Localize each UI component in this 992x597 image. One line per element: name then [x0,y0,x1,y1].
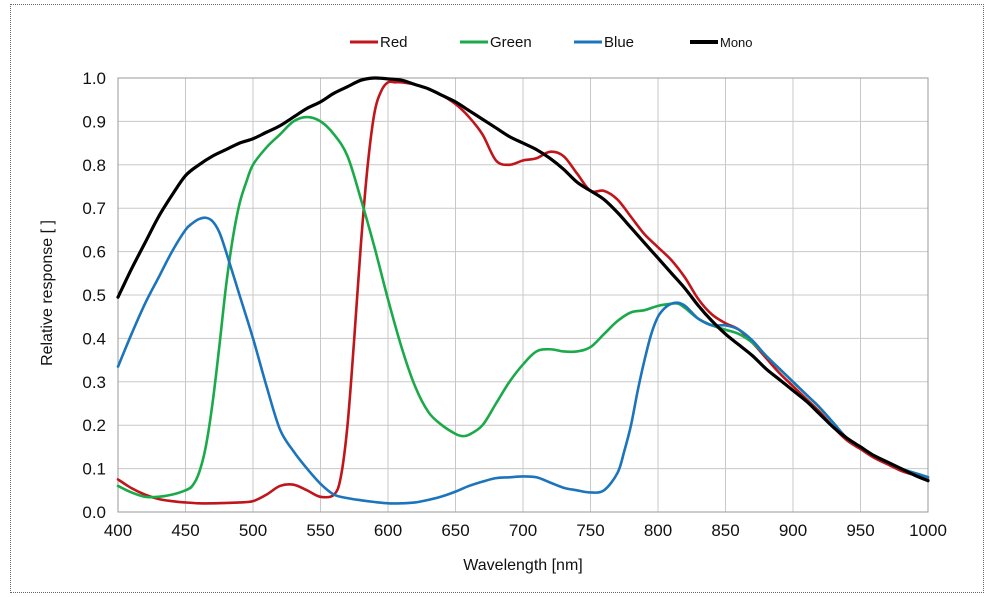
series-lines [116,76,930,505]
x-tick-label-500: 500 [239,521,267,540]
x-tick-label-800: 800 [644,521,672,540]
x-tick-label-900: 900 [779,521,807,540]
y-tick-label-0.0: 0.0 [82,503,106,522]
y-axis-ticks: 0.0 0.1 0.2 0.3 0.4 0.5 0.6 0.7 0.8 0.9 1.0 [82,69,106,522]
y-tick-label-0.9: 0.9 [82,112,106,131]
legend-label-blue: Blue [604,34,634,51]
y-tick-label-0.7: 0.7 [82,199,106,218]
y-tick-label-0.1: 0.1 [82,460,106,479]
x-tick-label-450: 450 [171,521,199,540]
x-tick-label-600: 600 [374,521,402,540]
x-tick-label-400: 400 [104,521,132,540]
legend-label-green: Green [490,34,532,51]
x-tick-label-550: 550 [306,521,334,540]
x-tick-label-750: 750 [576,521,604,540]
y-tick-label-1.0: 1.0 [82,69,106,88]
y-tick-label-0.4: 0.4 [82,329,106,348]
y-tick-label-0.8: 0.8 [82,156,106,175]
series-line-mono [116,76,930,483]
x-tick-label-650: 650 [441,521,469,540]
y-tick-label-0.3: 0.3 [82,373,106,392]
series-line-red [116,80,930,505]
x-axis-label: Wavelength [nm] [463,557,582,574]
chart-frame [10,4,984,593]
legend-label-mono: Mono [720,35,753,50]
legend: Red Green Blue Mono [350,34,753,51]
y-axis-label: Relative response [ ] [39,220,56,366]
legend-label-red: Red [380,34,408,51]
x-tick-label-850: 850 [711,521,739,540]
y-tick-label-0.6: 0.6 [82,243,106,262]
x-tick-label-1000: 1000 [909,521,947,540]
series-line-blue [116,216,930,505]
x-tick-label-700: 700 [509,521,537,540]
y-tick-label-0.2: 0.2 [82,416,106,435]
x-tick-label-950: 950 [846,521,874,540]
x-axis-ticks: 400 450 500 550 600 650 700 750 800 850 900 950 1000 [104,521,947,540]
y-tick-label-0.5: 0.5 [82,286,106,305]
